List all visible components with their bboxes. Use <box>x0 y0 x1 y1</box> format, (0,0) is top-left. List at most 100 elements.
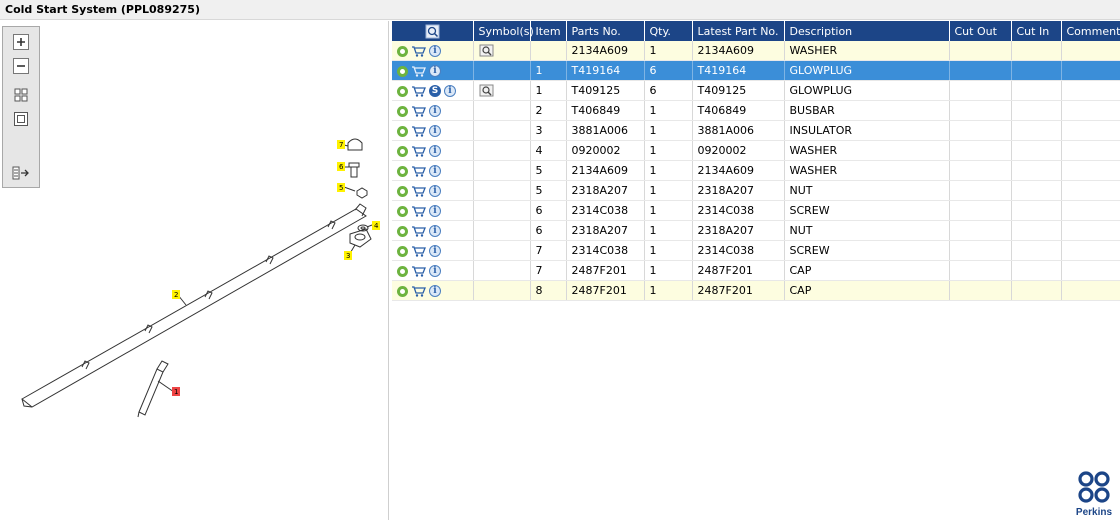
info-icon[interactable]: i <box>429 225 441 237</box>
header-parts-no[interactable]: Parts No. <box>566 21 645 41</box>
row-cut-out <box>949 120 1012 141</box>
cart-icon[interactable] <box>411 85 426 97</box>
gear-icon[interactable] <box>397 85 408 97</box>
gear-icon[interactable] <box>397 145 408 157</box>
cart-icon[interactable] <box>411 225 426 237</box>
row-comment <box>1061 260 1120 281</box>
cart-icon[interactable] <box>411 65 426 77</box>
cart-icon[interactable] <box>411 105 426 117</box>
header-comment[interactable]: Comment <box>1061 21 1120 41</box>
gear-icon[interactable] <box>397 225 408 237</box>
row-description: WASHER <box>784 41 950 61</box>
table-row[interactable]: i 5 2318A207 1 2318A207 NUT <box>392 180 1120 201</box>
row-item: 6 <box>530 200 567 221</box>
export-icon[interactable] <box>12 165 30 181</box>
table-row[interactable]: i 1 T419164 6 T419164 GLOWPLUG <box>392 60 1120 81</box>
row-comment <box>1061 200 1120 221</box>
gear-icon[interactable] <box>397 165 408 177</box>
zoom-out-icon[interactable] <box>12 58 30 74</box>
header-description[interactable]: Description <box>784 21 950 41</box>
cart-icon[interactable] <box>411 205 426 217</box>
row-item: 8 <box>530 280 567 301</box>
table-row[interactable]: i 7 2487F201 1 2487F201 CAP <box>392 260 1120 281</box>
info-icon[interactable]: i <box>429 185 441 197</box>
header-cut-in[interactable]: Cut In <box>1011 21 1062 41</box>
gear-icon[interactable] <box>397 245 408 257</box>
gear-icon[interactable] <box>397 265 408 277</box>
row-actions: i <box>392 240 474 261</box>
gear-icon[interactable] <box>397 125 408 137</box>
row-symbols <box>473 280 531 301</box>
row-cut-in <box>1011 140 1062 161</box>
info-icon[interactable]: i <box>429 65 441 77</box>
info-icon[interactable]: i <box>429 105 441 117</box>
gear-icon[interactable] <box>397 45 408 57</box>
info-icon[interactable]: i <box>429 45 441 57</box>
row-parts-no: 2314C038 <box>566 240 645 261</box>
cart-icon[interactable] <box>411 245 426 257</box>
table-row[interactable]: i 2134A609 1 2134A609 WASHER <box>392 41 1120 61</box>
diagram-pane[interactable]: 2 1 3 4 5 6 7 <box>0 21 389 520</box>
info-icon[interactable]: i <box>444 85 456 97</box>
table-header-row: Symbol(s) Item Parts No. Qty. Latest Par… <box>392 21 1120 41</box>
info-icon[interactable]: i <box>429 245 441 257</box>
header-qty[interactable]: Qty. <box>644 21 693 41</box>
symbol-magnifier-icon[interactable] <box>479 84 495 98</box>
table-row[interactable]: i 3 3881A006 1 3881A006 INSULATOR <box>392 120 1120 141</box>
supersession-icon[interactable]: S <box>429 85 441 97</box>
row-parts-no: 2318A207 <box>566 180 645 201</box>
row-cut-in <box>1011 240 1062 261</box>
row-actions: i <box>392 160 474 181</box>
gear-icon[interactable] <box>397 105 408 117</box>
table-row[interactable]: i 2 T406849 1 T406849 BUSBAR <box>392 100 1120 121</box>
table-row[interactable]: i 6 2314C038 1 2314C038 SCREW <box>392 200 1120 221</box>
info-icon[interactable]: i <box>429 145 441 157</box>
cart-icon[interactable] <box>411 185 426 197</box>
gear-icon[interactable] <box>397 185 408 197</box>
table-row[interactable]: i 7 2314C038 1 2314C038 SCREW <box>392 240 1120 261</box>
cart-icon[interactable] <box>411 145 426 157</box>
symbol-magnifier-icon[interactable] <box>479 44 495 58</box>
row-symbols <box>473 260 531 281</box>
table-row[interactable]: i 6 2318A207 1 2318A207 NUT <box>392 220 1120 241</box>
row-latest-part-no: T419164 <box>692 60 785 81</box>
row-description: WASHER <box>784 140 950 161</box>
row-cut-in <box>1011 220 1062 241</box>
info-icon[interactable]: i <box>429 165 441 177</box>
row-cut-in <box>1011 60 1062 81</box>
column-search-icon[interactable] <box>425 24 440 39</box>
row-symbols <box>473 60 531 81</box>
info-icon[interactable]: i <box>429 205 441 217</box>
info-icon[interactable]: i <box>429 285 441 297</box>
table-row[interactable]: i 5 2134A609 1 2134A609 WASHER <box>392 160 1120 181</box>
info-icon[interactable]: i <box>429 125 441 137</box>
gear-icon[interactable] <box>397 285 408 297</box>
header-cut-out[interactable]: Cut Out <box>949 21 1012 41</box>
gear-icon[interactable] <box>397 65 408 77</box>
row-comment <box>1061 41 1120 61</box>
cart-icon[interactable] <box>411 285 426 297</box>
actual-size-icon[interactable] <box>12 111 30 127</box>
row-symbols <box>473 180 531 201</box>
cart-icon[interactable] <box>411 165 426 177</box>
table-row[interactable]: i 8 2487F201 1 2487F201 CAP <box>392 280 1120 301</box>
header-latest-part-no[interactable]: Latest Part No. <box>692 21 785 41</box>
row-item: 5 <box>530 180 567 201</box>
row-actions: i <box>392 120 474 141</box>
gear-icon[interactable] <box>397 205 408 217</box>
fit-page-icon[interactable] <box>12 87 30 103</box>
row-symbols <box>473 200 531 221</box>
header-item[interactable]: Item <box>530 21 567 41</box>
cart-icon[interactable] <box>411 45 426 57</box>
info-icon[interactable]: i <box>429 265 441 277</box>
row-latest-part-no: 2314C038 <box>692 240 785 261</box>
zoom-in-icon[interactable] <box>12 34 30 50</box>
window-title: Cold Start System (PPL089275) <box>5 3 200 16</box>
header-search[interactable] <box>392 21 474 41</box>
cart-icon[interactable] <box>411 125 426 137</box>
cart-icon[interactable] <box>411 265 426 277</box>
row-actions: i <box>392 41 474 61</box>
header-symbols[interactable]: Symbol(s) <box>473 21 534 41</box>
table-row[interactable]: i 4 0920002 1 0920002 WASHER <box>392 140 1120 161</box>
